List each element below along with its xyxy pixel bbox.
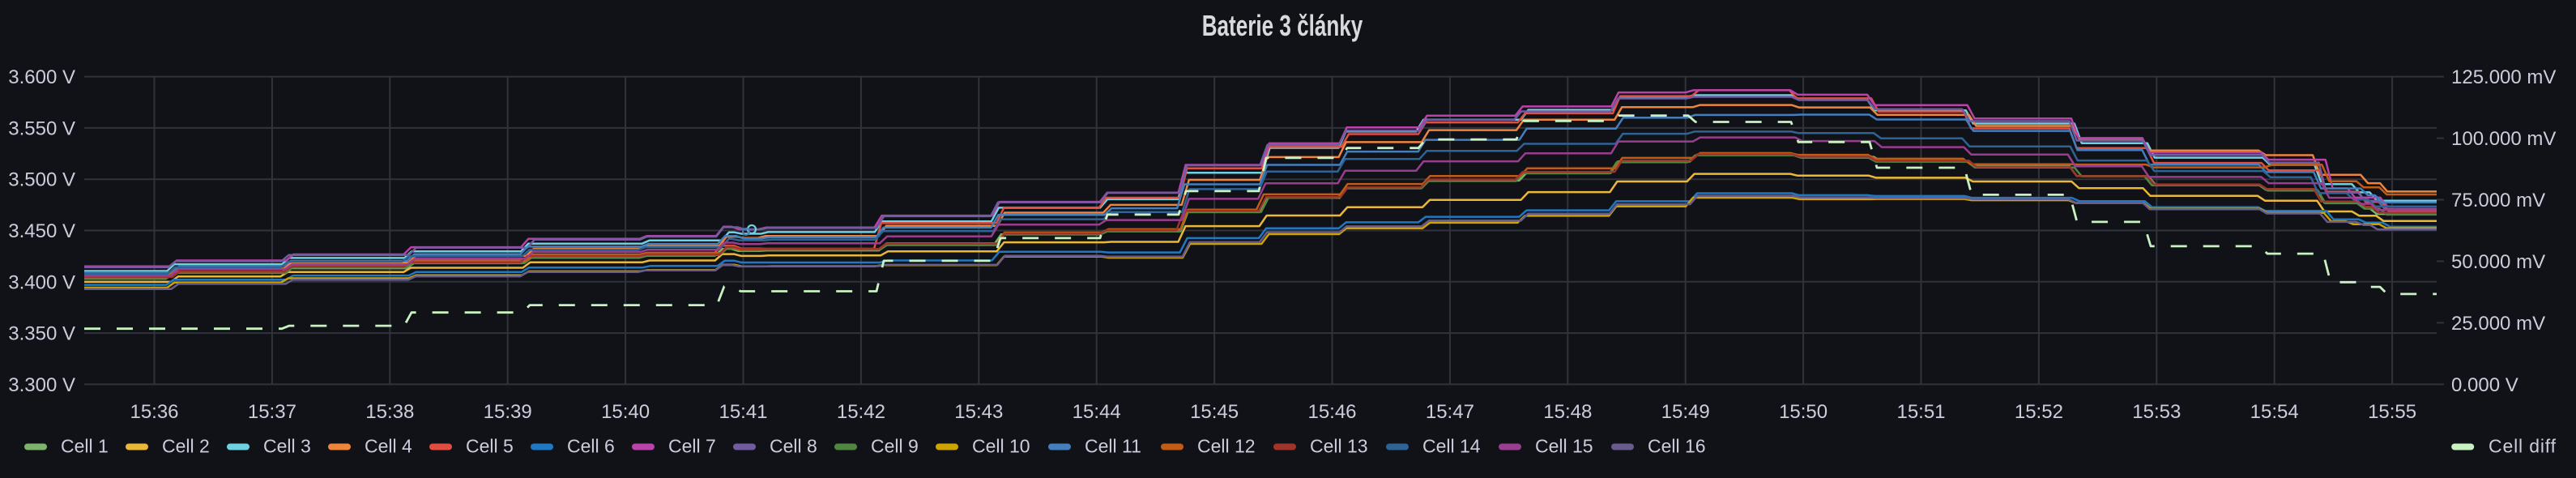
svg-text:Cell 13: Cell 13: [1310, 436, 1368, 457]
svg-text:Cell diff: Cell diff: [2489, 436, 2557, 457]
svg-text:50.000 mV: 50.000 mV: [2451, 251, 2545, 273]
svg-text:3.450 V: 3.450 V: [8, 220, 75, 242]
svg-text:15:52: 15:52: [2015, 401, 2063, 423]
svg-text:Cell 9: Cell 9: [871, 436, 919, 457]
svg-text:15:40: 15:40: [601, 401, 650, 423]
svg-text:Cell 6: Cell 6: [567, 436, 615, 457]
svg-text:Cell 14: Cell 14: [1422, 436, 1481, 457]
svg-text:15:45: 15:45: [1190, 401, 1239, 423]
svg-text:Baterie 3 články: Baterie 3 články: [1202, 10, 1363, 42]
svg-text:15:48: 15:48: [1543, 401, 1592, 423]
svg-text:3.600 V: 3.600 V: [8, 66, 75, 88]
svg-text:15:54: 15:54: [2250, 401, 2299, 423]
svg-text:Cell 1: Cell 1: [61, 436, 109, 457]
svg-text:15:47: 15:47: [1426, 401, 1474, 423]
svg-text:3.550 V: 3.550 V: [8, 117, 75, 139]
svg-text:15:53: 15:53: [2132, 401, 2181, 423]
svg-text:15:41: 15:41: [719, 401, 767, 423]
svg-text:Cell 12: Cell 12: [1197, 436, 1256, 457]
svg-text:100.000 mV: 100.000 mV: [2451, 128, 2556, 150]
svg-text:Cell 3: Cell 3: [263, 436, 311, 457]
svg-text:75.000 mV: 75.000 mV: [2451, 190, 2545, 211]
svg-text:15:39: 15:39: [484, 401, 532, 423]
svg-text:Cell 8: Cell 8: [770, 436, 817, 457]
svg-text:3.500 V: 3.500 V: [8, 169, 75, 191]
svg-text:Cell 4: Cell 4: [365, 436, 412, 457]
svg-text:Cell 5: Cell 5: [466, 436, 514, 457]
svg-text:Cell 11: Cell 11: [1085, 436, 1141, 457]
svg-text:Cell 10: Cell 10: [972, 436, 1030, 457]
svg-text:15:44: 15:44: [1073, 401, 1121, 423]
svg-text:Cell 2: Cell 2: [162, 436, 210, 457]
svg-text:15:43: 15:43: [954, 401, 1003, 423]
svg-text:0.000 V: 0.000 V: [2451, 374, 2518, 396]
svg-text:15:50: 15:50: [1779, 401, 1828, 423]
svg-text:15:51: 15:51: [1896, 401, 1945, 423]
svg-text:3.350 V: 3.350 V: [8, 323, 75, 345]
svg-text:15:36: 15:36: [130, 401, 178, 423]
svg-text:15:38: 15:38: [365, 401, 414, 423]
svg-text:15:37: 15:37: [248, 401, 296, 423]
svg-text:15:49: 15:49: [1661, 401, 1710, 423]
svg-text:15:42: 15:42: [837, 401, 885, 423]
svg-text:Cell 7: Cell 7: [668, 436, 716, 457]
svg-text:Cell 15: Cell 15: [1535, 436, 1593, 457]
svg-text:3.300 V: 3.300 V: [8, 374, 75, 396]
svg-text:15:46: 15:46: [1307, 401, 1356, 423]
svg-text:125.000 mV: 125.000 mV: [2451, 66, 2556, 88]
svg-text:25.000 mV: 25.000 mV: [2451, 313, 2545, 335]
svg-text:Cell 16: Cell 16: [1648, 436, 1706, 457]
svg-text:3.400 V: 3.400 V: [8, 271, 75, 293]
svg-text:15:55: 15:55: [2368, 401, 2416, 423]
